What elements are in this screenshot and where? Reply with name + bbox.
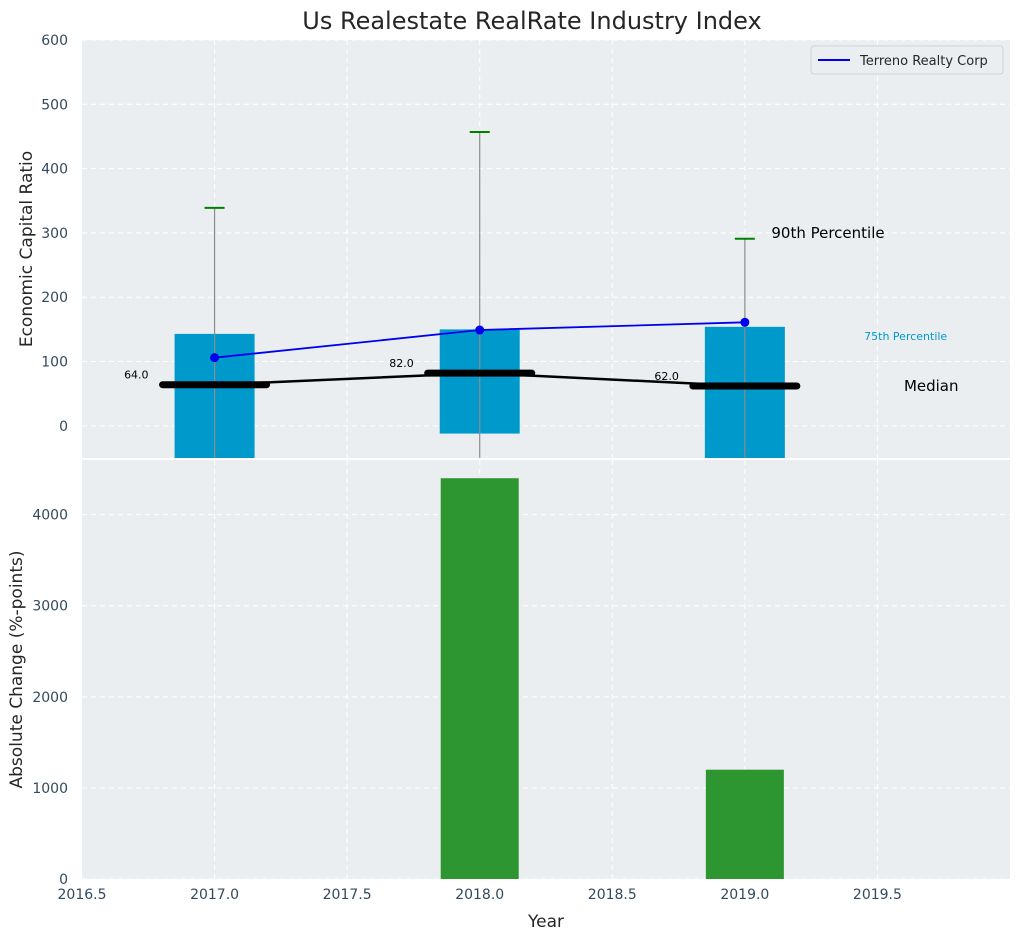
company-point-1 bbox=[475, 325, 485, 335]
annotation-75th-percentile: 75th Percentile bbox=[864, 330, 947, 343]
top-ytick-label: 600 bbox=[41, 33, 68, 49]
bottom-y-axis-label: Absolute Change (%-points) bbox=[7, 551, 27, 789]
xtick-label: 2019.5 bbox=[853, 887, 902, 903]
bottom-plot-area bbox=[82, 460, 1010, 879]
bottom-panel: 0 1000 2000 3000 4000 2016.5 2017.0 2017.5 2018.… bbox=[7, 460, 1010, 932]
top-ytick-label: 0 bbox=[59, 419, 68, 435]
top-ytick-label: 200 bbox=[41, 290, 68, 306]
bottom-ytick-label: 2000 bbox=[32, 690, 68, 706]
xtick-label: 2019.0 bbox=[720, 887, 769, 903]
change-bar-0 bbox=[440, 478, 519, 879]
median-value-label-2: 62.0 bbox=[654, 370, 679, 383]
bottom-ytick-label: 1000 bbox=[32, 781, 68, 797]
company-point-2 bbox=[740, 317, 750, 327]
top-ytick-label: 400 bbox=[41, 162, 68, 178]
company-point-0 bbox=[210, 353, 220, 363]
xtick-label: 2018.5 bbox=[588, 887, 637, 903]
bottom-ytick-label: 0 bbox=[59, 872, 68, 888]
top-panel: 0 100 200 300 400 500 600 64.0 82.0 62.0 90th Perc… bbox=[17, 33, 1010, 458]
legend-box bbox=[810, 45, 1004, 75]
top-ytick-label: 500 bbox=[41, 97, 68, 113]
legend-entry-label: Terreno Realty Corp bbox=[859, 54, 988, 69]
xtick-label: 2017.5 bbox=[323, 887, 372, 903]
median-value-label-0: 64.0 bbox=[124, 369, 149, 382]
bottom-ytick-label: 3000 bbox=[32, 599, 68, 615]
xtick-label: 2018.0 bbox=[455, 887, 504, 903]
chart-title: Us Realestate RealRate Industry Index bbox=[302, 7, 761, 35]
annotation-median: Median bbox=[904, 377, 959, 395]
bottom-ytick-label: 4000 bbox=[32, 508, 68, 524]
median-value-label-1: 82.0 bbox=[389, 357, 414, 370]
change-bar-1 bbox=[705, 769, 784, 879]
legend: Terreno Realty Corp bbox=[810, 45, 1004, 75]
xtick-label: 2016.5 bbox=[58, 887, 107, 903]
top-ytick-label: 300 bbox=[41, 226, 68, 242]
top-y-axis-label: Economic Capital Ratio bbox=[17, 151, 37, 347]
annotation-90th-percentile: 90th Percentile bbox=[771, 224, 884, 242]
xtick-label: 2017.0 bbox=[190, 887, 239, 903]
x-axis-label: Year bbox=[527, 912, 564, 932]
top-ytick-label: 100 bbox=[41, 355, 68, 371]
